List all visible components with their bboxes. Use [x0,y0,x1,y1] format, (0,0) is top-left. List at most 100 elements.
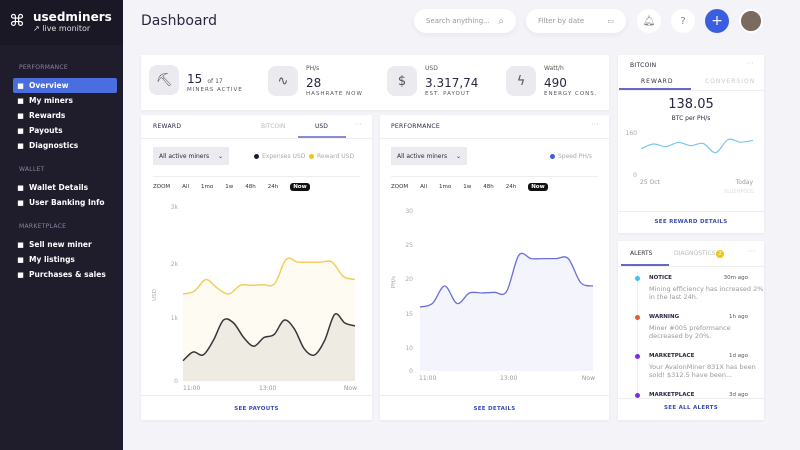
zoom-1w-button[interactable]: 1w [225,184,234,190]
alert-dot [635,393,640,398]
alert-type: MARKETPLACE [649,392,695,398]
alert-type: NOTICE [649,275,672,281]
zoom-all-button[interactable]: All [420,184,427,190]
avatar[interactable] [739,9,763,33]
zoom-label: ZOOM [153,184,171,190]
sidebar: ⌘ usedminers ↗ live monitor PERFORMANCE ■… [0,0,123,450]
sidebar-item-my-miners[interactable]: ■ My miners [13,93,117,108]
alert-message[interactable]: Your AvalonMiner 831X has been sold! $31… [649,363,756,379]
brand-subtitle-text: live monitor [42,24,91,33]
zoom-controls: ZOOM All 1mo 1w 48h 24h Now [153,183,310,191]
zoom-now-button[interactable]: Now [290,183,310,191]
tab-diagnostics[interactable]: DIAGNOSTICS [674,250,716,257]
more-icon[interactable]: ··· [748,247,756,256]
help-button[interactable]: ? [671,9,695,33]
series-line-btc [640,138,754,154]
source-label: SLUSHPOOL [724,189,754,195]
legend-label: Speed PH/s [558,153,592,160]
zoom-all-button[interactable]: All [182,184,189,190]
y-tick-label: 0 [633,172,637,179]
reward-title: REWARD [153,123,182,130]
sidebar-item-purchases-sales[interactable]: ■ Purchases & sales [13,267,117,282]
sidebar-item-sell-new-miner[interactable]: ■ Sell new miner [13,237,117,252]
sidebar-item-wallet-details[interactable]: ■ Wallet Details [13,180,117,195]
sidebar-item-payouts[interactable]: ■ Payouts [13,123,117,138]
zoom-48h-button[interactable]: 48h [245,184,256,190]
stat-2: $ USD 3.317,74 EST. PAYOUT [387,65,478,97]
more-icon[interactable]: ··· [746,59,754,68]
x-tick-label: 13:00 [259,385,276,392]
see-details-link[interactable]: SEE DETAILS [473,406,516,412]
series-area [183,258,355,381]
y-tick-label: 1k [171,315,179,322]
pickaxe-icon: ■ [17,96,24,105]
legend-speed: Speed PH/s [550,153,592,160]
see-all-alerts-link[interactable]: SEE ALL ALERTS [664,405,718,411]
zoom-now-button[interactable]: Now [528,183,548,191]
search-input[interactable]: Search anything... ⌕ [414,9,516,33]
legend-label: Reward USD [317,153,355,160]
x-tick-label: Now [582,375,595,382]
sidebar-item-label: Purchases & sales [29,270,106,279]
y-tick-label: 25 [405,242,413,249]
x-tick-label: 11:00 [419,375,436,382]
sidebar-item-rewards[interactable]: ■ Rewards [13,108,117,123]
sidebar-item-overview[interactable]: ■ Overview [13,78,117,93]
chevron-down-icon: ⌄ [217,152,223,160]
dollar-icon: $ [387,66,417,96]
miner-select[interactable]: All active miners ⌄ [153,147,229,165]
sidebar-item-label: User Banking Info [29,198,105,207]
section-title: MARKETPLACE [19,223,67,230]
y-tick-label: 2k [171,261,179,268]
legend-label: Expenses USD [262,153,306,160]
stat-0: ⛏︎ 15 of 17 MINERS ACTIVE [149,65,243,95]
alert-message[interactable]: Miner #005 preformance decreased by 20%. [649,324,731,340]
tab-alerts[interactable]: ALERTS [630,250,653,257]
zoom-24h-button[interactable]: 24h [505,184,517,190]
tab-reward[interactable]: REWARD [641,78,674,85]
btc-unit: BTC per PH/s [671,115,711,122]
miner-select[interactable]: All active miners ⌄ [391,147,467,165]
alert-message[interactable]: Mining efficiency has increased 2% in th… [649,285,764,301]
bitcoin-icon: ■ [17,111,24,120]
y-axis-label: PH/s [391,276,397,288]
legend-reward: Reward USD [309,153,354,160]
alert-type: WARNING [649,314,680,320]
sidebar-item-my-listings[interactable]: ■ My listings [13,252,117,267]
sidebar-item-user-banking-info[interactable]: ■ User Banking Info [13,195,117,210]
stat-label: MINERS ACTIVE [187,86,243,93]
series-line-expenses-usd [182,313,356,362]
sidebar-item-diagnostics[interactable]: ■ Diagnostics [13,138,117,153]
section-title: PERFORMANCE [19,64,68,71]
brand-name: usedminers [33,10,112,24]
add-button[interactable]: + [705,9,729,33]
page-title: Dashboard [141,13,217,29]
see-reward-details-link[interactable]: SEE REWARD DETAILS [654,219,728,225]
notifications-button[interactable]: 🔔︎ [637,9,661,33]
see-payouts-link[interactable]: SEE PAYOUTS [234,406,279,412]
x-tick-label: 11:00 [183,385,200,392]
stat-unit: PH/s [306,65,320,72]
btc-value: 138.05 [668,97,714,112]
series-line-speed-ph-s [419,252,594,308]
stat-value: 28 [306,76,322,90]
tag-icon: ■ [17,240,24,249]
tab-usd[interactable]: USD [315,123,328,130]
question-icon: ? [680,15,686,27]
zoom-48h-button[interactable]: 48h [483,184,494,190]
zoom-24h-button[interactable]: 24h [267,184,279,190]
tab-bitcoin[interactable]: BITCOIN [261,123,286,130]
zoom-1mo-button[interactable]: 1mo [439,184,452,190]
sidebar-item-label: My listings [29,255,75,264]
tab-conversion[interactable]: CONVERSION [705,78,756,85]
performance-card: PERFORMANCE ··· All active miners ⌄ Speed… [380,115,609,420]
zoom-1mo-button[interactable]: 1mo [201,184,214,190]
date-filter-input[interactable]: Filter by date ▭ [526,9,626,33]
more-icon[interactable]: ··· [354,120,362,129]
stat-unit: USD [425,65,438,72]
chevron-down-icon: ⌄ [455,152,461,160]
stat-3: ϟ Watt/h 490 ENERGY CONS. [506,65,598,97]
zoom-1w-button[interactable]: 1w [463,184,472,190]
bitcoin-title: BITCOIN [630,62,657,69]
more-icon[interactable]: ··· [591,120,599,129]
